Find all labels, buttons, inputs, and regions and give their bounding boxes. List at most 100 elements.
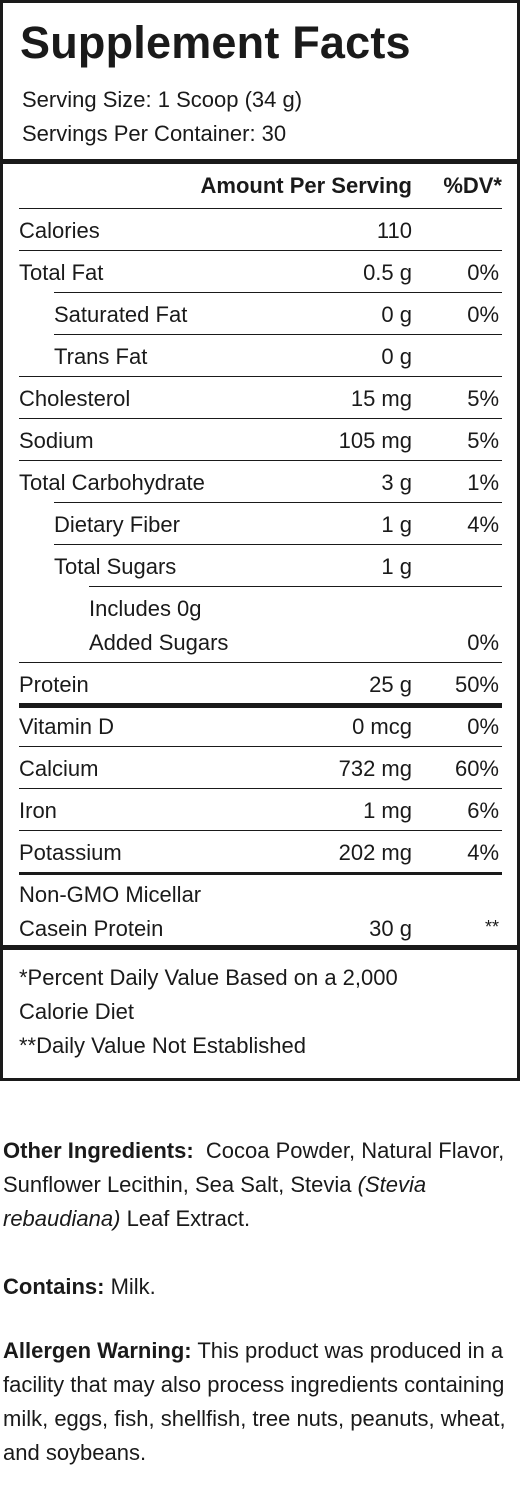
nutrient-amount: 0.5 g bbox=[363, 260, 412, 285]
footnote-dv-cont: Calorie Diet bbox=[19, 999, 134, 1024]
nutrient-row: Saturated Fat 0 g 0% bbox=[0, 294, 520, 336]
nutrient-name: Dietary Fiber bbox=[54, 512, 180, 537]
nutrient-name: Total Carbohydrate bbox=[19, 470, 205, 495]
nutrient-row: Total Sugars 1 g bbox=[0, 546, 520, 588]
nutrient-name: Potassium bbox=[19, 840, 122, 865]
dv-header: %DV* bbox=[443, 173, 502, 198]
nutrient-name: Trans Fat bbox=[54, 344, 148, 369]
nutrient-row: Total Carbohydrate 3 g 1% bbox=[0, 462, 520, 504]
allergen-warning-label: Allergen Warning: bbox=[3, 1338, 192, 1363]
nutrient-name-line2: Added Sugars bbox=[89, 630, 229, 655]
contains-label: Contains: bbox=[3, 1274, 105, 1299]
nutrient-name: Total Fat bbox=[19, 260, 104, 285]
amount-per-serving-header: Amount Per Serving bbox=[200, 173, 412, 198]
nutrient-row: Calories 110 bbox=[0, 210, 520, 252]
nutrient-dv: 0% bbox=[467, 714, 499, 739]
nutrient-amount: 1 g bbox=[381, 512, 412, 537]
nutrient-row: Protein 25 g 50% bbox=[0, 664, 520, 706]
nutrient-amount: 202 mg bbox=[338, 840, 412, 865]
serving-size: Serving Size: 1 Scoop (34 g) bbox=[22, 87, 303, 112]
other-ingredients-text: Cocoa Powder, Natural Flavor, Sunflower … bbox=[3, 1138, 505, 1197]
nutrient-name: Cholesterol bbox=[19, 386, 131, 411]
nutrient-dv: 1% bbox=[467, 470, 499, 495]
row-divider bbox=[89, 586, 502, 587]
nutrient-row: Potassium 202 mg 4% bbox=[0, 832, 520, 874]
footnote-dv: *Percent Daily Value Based on a 2,000 bbox=[19, 965, 398, 990]
other-ingredients-text-end: Leaf Extract. bbox=[126, 1206, 251, 1231]
nutrient-amount: 30 g bbox=[369, 916, 412, 941]
nutrient-amount: 15 mg bbox=[350, 386, 412, 411]
other-ingredients-label: Other Ingredients: bbox=[3, 1138, 194, 1163]
row-divider bbox=[54, 544, 502, 545]
row-divider bbox=[19, 788, 502, 789]
nutrient-name: Vitamin D bbox=[19, 714, 114, 739]
nutrient-row: Includes 0g Added Sugars 0% bbox=[0, 588, 520, 664]
nutrient-name: Protein bbox=[19, 672, 89, 697]
nutrient-amount: 3 g bbox=[381, 470, 412, 495]
nutrient-dv: 4% bbox=[467, 512, 499, 537]
row-divider bbox=[19, 460, 502, 461]
nutrient-dv: 5% bbox=[467, 386, 499, 411]
nutrient-dv: 4% bbox=[467, 840, 499, 865]
row-divider bbox=[54, 334, 502, 335]
row-divider bbox=[19, 250, 502, 251]
nutrient-dv: 50% bbox=[454, 672, 499, 697]
nutrient-name: Calories bbox=[19, 218, 100, 243]
nutrient-name-line1: Non-GMO Micellar bbox=[19, 882, 202, 907]
nutrient-dv: 5% bbox=[467, 428, 499, 453]
thick-divider bbox=[0, 159, 520, 164]
nutrient-name: Calcium bbox=[19, 756, 99, 781]
row-divider bbox=[54, 292, 502, 293]
allergen-warning: Allergen Warning: This product was produ… bbox=[3, 1334, 508, 1470]
nutrient-name: Iron bbox=[19, 798, 57, 823]
nutrient-amount: 0 g bbox=[381, 344, 412, 369]
thick-divider bbox=[19, 872, 502, 875]
nutrient-dv: 0% bbox=[467, 260, 499, 285]
nutrient-dv: 6% bbox=[467, 798, 499, 823]
nutrient-amount: 110 bbox=[376, 218, 412, 243]
nutrient-amount: 1 g bbox=[381, 554, 412, 579]
nutrient-amount: 0 g bbox=[381, 302, 412, 327]
nutrient-name-line1: Includes 0g bbox=[89, 596, 202, 621]
nutrient-row: Cholesterol 15 mg 5% bbox=[0, 378, 520, 420]
thick-divider bbox=[19, 703, 502, 708]
nutrient-row: Total Fat 0.5 g 0% bbox=[0, 252, 520, 294]
thick-divider bbox=[0, 945, 520, 950]
nutrient-amount: 732 mg bbox=[338, 756, 412, 781]
nutrient-dv: 60% bbox=[454, 756, 499, 781]
row-divider bbox=[54, 502, 502, 503]
other-ingredients: Other Ingredients: Cocoa Powder, Natural… bbox=[3, 1134, 508, 1236]
allergen-warning-text: This product was produced in a facility … bbox=[3, 1338, 506, 1465]
supplement-facts-panel: Supplement Facts Serving Size: 1 Scoop (… bbox=[0, 0, 520, 1081]
nutrient-amount: 1 mg bbox=[363, 798, 412, 823]
nutrient-row: Sodium 105 mg 5% bbox=[0, 420, 520, 462]
row-divider bbox=[19, 418, 502, 419]
row-divider bbox=[19, 830, 502, 831]
contains-text: Milk. bbox=[110, 1274, 156, 1299]
nutrient-row: Vitamin D 0 mcg 0% bbox=[0, 706, 520, 748]
footnote-not-established: **Daily Value Not Established bbox=[19, 1033, 306, 1058]
panel-title: Supplement Facts bbox=[20, 17, 411, 68]
row-divider bbox=[19, 208, 502, 209]
nutrient-row: Non-GMO Micellar Casein Protein 30 g ** bbox=[0, 874, 520, 948]
nutrient-amount: 25 g bbox=[369, 672, 412, 697]
nutrient-amount: 105 mg bbox=[338, 428, 412, 453]
other-ingredients-italic: (Stevia rebaudiana) bbox=[3, 1172, 427, 1231]
row-divider bbox=[19, 746, 502, 747]
nutrient-name: Total Sugars bbox=[54, 554, 177, 579]
row-divider bbox=[19, 662, 502, 663]
nutrient-name: Saturated Fat bbox=[54, 302, 188, 327]
nutrient-dv: 0% bbox=[467, 630, 499, 655]
contains: Contains: Milk. bbox=[3, 1270, 508, 1304]
nutrient-dv: ** bbox=[484, 917, 499, 937]
nutrient-name: Sodium bbox=[19, 428, 94, 453]
nutrient-row: Calcium 732 mg 60% bbox=[0, 748, 520, 790]
nutrient-dv: 0% bbox=[467, 302, 499, 327]
nutrient-name-line2: Casein Protein bbox=[19, 916, 164, 941]
nutrient-row: Iron 1 mg 6% bbox=[0, 790, 520, 832]
row-divider bbox=[19, 376, 502, 377]
nutrient-amount: 0 mcg bbox=[352, 714, 412, 739]
nutrient-row: Trans Fat 0 g bbox=[0, 336, 520, 378]
nutrient-row: Dietary Fiber 1 g 4% bbox=[0, 504, 520, 546]
servings-per-container: Servings Per Container: 30 bbox=[22, 121, 287, 146]
